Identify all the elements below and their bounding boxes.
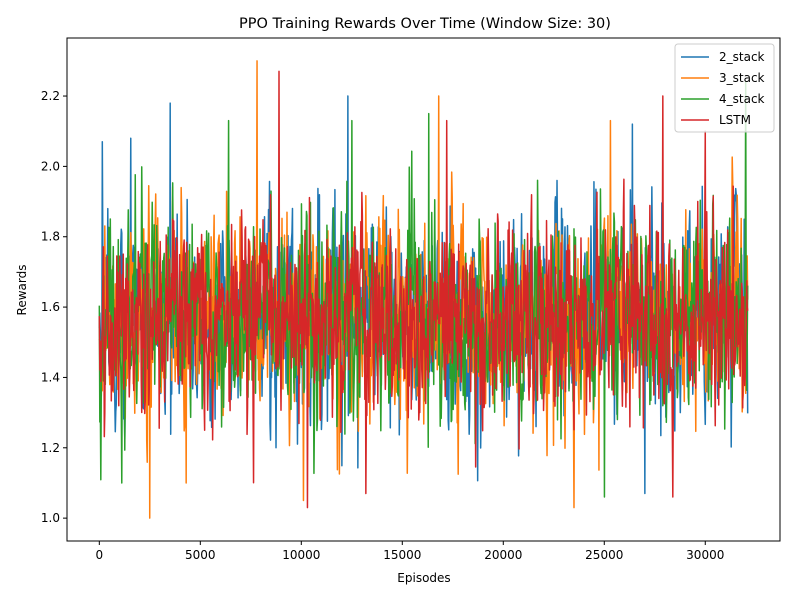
legend-entry: 4_stack — [719, 92, 765, 106]
y-tick-label: 2.2 — [41, 89, 60, 103]
x-axis-label: Episodes — [397, 571, 450, 585]
y-axis-label: Rewards — [15, 265, 29, 316]
x-axis: 0 5000 10000 15000 20000 25000 30000 — [95, 541, 724, 562]
x-tick-label: 25000 — [585, 548, 623, 562]
y-tick-label: 1.4 — [41, 370, 60, 384]
chart-title: PPO Training Rewards Over Time (Window S… — [239, 16, 611, 32]
y-tick-label: 1.6 — [41, 300, 60, 314]
y-tick-label: 1.0 — [41, 511, 60, 525]
y-tick-label: 1.2 — [41, 441, 60, 455]
series-layer — [98, 60, 749, 519]
legend-entry: 2_stack — [719, 50, 765, 64]
legend: 2_stack 3_stack 4_stack LSTM — [674, 43, 775, 133]
plot-frame — [66, 37, 781, 542]
y-tick-label: 1.8 — [41, 230, 60, 244]
legend-entry: LSTM — [719, 113, 751, 127]
x-tick-label: 0 — [95, 548, 103, 562]
x-tick-label: 30000 — [686, 548, 724, 562]
x-tick-label: 15000 — [383, 548, 421, 562]
x-tick-label: 20000 — [484, 548, 522, 562]
y-tick-label: 2.0 — [41, 159, 60, 173]
series-line-lstm — [98, 70, 749, 509]
y-axis: 1.0 1.2 1.4 1.6 1.8 2.0 2.2 — [41, 89, 67, 525]
legend-entry: 3_stack — [719, 71, 765, 85]
x-tick-label: 5000 — [185, 548, 216, 562]
legend-box — [674, 43, 775, 133]
x-tick-label: 10000 — [282, 548, 320, 562]
